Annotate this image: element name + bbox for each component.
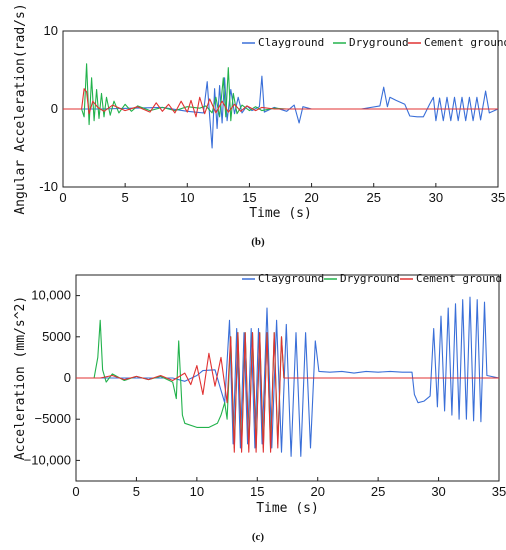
legend-label: Cement ground	[416, 272, 502, 285]
y-tick-label: 5000	[42, 329, 71, 344]
x-tick-label: 20	[304, 190, 318, 205]
series-line-clayground	[76, 296, 500, 457]
y-tick-label: 0	[64, 370, 71, 385]
x-tick-label: 25	[366, 190, 380, 205]
chart-panel-c: 0 5 10 15 20 25 30 35 10,000 5000 0 −5000 −10,000 Cla…	[13, 272, 506, 543]
x-tick-label: 10	[180, 190, 194, 205]
y-tick-label: 10	[44, 23, 58, 38]
series-line-clayground	[63, 75, 499, 149]
x-tick-label: 35	[491, 190, 505, 205]
x-axis-label: Time (s)	[256, 501, 319, 516]
panel-caption: (b)	[251, 236, 265, 248]
x-tick-label: 10	[190, 484, 204, 499]
x-tick-label: 25	[371, 484, 385, 499]
y-axis-label: Angular Acceleration(rad/s)	[13, 3, 28, 214]
x-tick-label: 0	[59, 190, 66, 205]
x-tick-label: 0	[72, 484, 79, 499]
x-tick-label: 30	[429, 190, 443, 205]
y-tick-label: −10,000	[24, 452, 71, 467]
y-tick-label: 10,000	[31, 288, 71, 303]
x-tick-label: 5	[133, 484, 140, 499]
x-tick-label: 5	[122, 190, 129, 205]
x-axis-label: Time (s)	[249, 206, 312, 221]
series-line-cement-ground	[76, 332, 499, 453]
x-tick-label: 15	[250, 484, 264, 499]
x-tick-label: 30	[431, 484, 445, 499]
series-line-cement-ground	[63, 88, 498, 118]
y-tick-label: -10	[39, 179, 58, 194]
panel-caption: (c)	[252, 531, 265, 543]
y-tick-label: 0	[51, 101, 58, 116]
x-tick-label: 35	[492, 484, 506, 499]
legend-label: Clayground	[258, 272, 324, 285]
series-line-dryground	[63, 63, 498, 126]
legend-label: Clayground	[258, 36, 324, 49]
y-tick-label: −5000	[34, 411, 71, 426]
legend-label: Dryground	[349, 36, 409, 49]
series-line-dryground	[76, 319, 499, 449]
x-tick-label: 15	[242, 190, 256, 205]
y-axis-label: Acceleration (mm/s^2)	[13, 296, 28, 460]
legend-label: Cement ground	[424, 36, 506, 49]
legend-label: Dryground	[340, 272, 400, 285]
x-tick-label: 20	[310, 484, 324, 499]
